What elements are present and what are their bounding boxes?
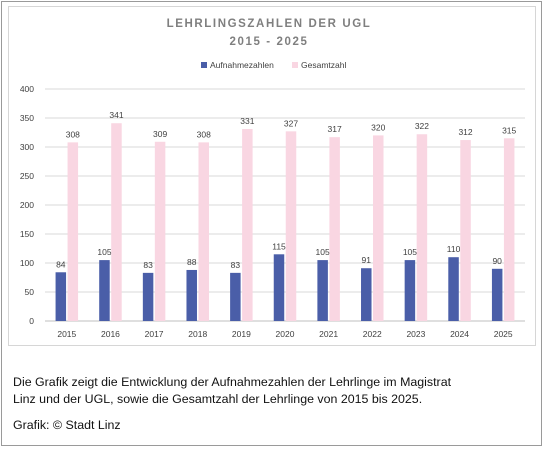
data-label-gesamtzahl-2025: 315 <box>502 125 516 135</box>
data-label-gesamtzahl-2024: 312 <box>458 127 472 137</box>
caption-line-2: Linz und der UGL, sowie die Gesamtzahl d… <box>13 392 423 406</box>
legend-label-1: Aufnahmezahlen <box>210 60 274 70</box>
bar-aufnahmezahlen-2018 <box>186 269 197 321</box>
bar-gesamtzahl-2024 <box>460 140 471 321</box>
bar-gesamtzahl-2020 <box>285 131 297 321</box>
legend-label-2: Gesamtzahl <box>301 60 346 70</box>
y-tick-label-50: 50 <box>25 287 35 297</box>
bar-gesamtzahl-2017 <box>154 141 166 321</box>
bar-aufnahmezahlen-2022 <box>361 268 372 321</box>
data-label-aufnahmezahlen-2021: 105 <box>316 247 330 257</box>
y-tick-label-100: 100 <box>20 258 34 268</box>
data-label-aufnahmezahlen-2022: 91 <box>362 255 372 265</box>
x-tick-label-2024: 2024 <box>450 329 469 339</box>
data-label-aufnahmezahlen-2019: 83 <box>231 260 241 270</box>
x-tick-label-2019: 2019 <box>232 329 251 339</box>
data-label-aufnahmezahlen-2025: 90 <box>492 256 502 266</box>
y-tick-label-0: 0 <box>29 316 34 326</box>
bar-gesamtzahl-2019 <box>242 129 253 321</box>
x-tick-label-2022: 2022 <box>363 329 382 339</box>
y-tick-label-200: 200 <box>20 200 34 210</box>
bar-aufnahmezahlen-2021 <box>317 260 328 321</box>
y-tick-label-250: 250 <box>20 171 34 181</box>
data-label-gesamtzahl-2022: 320 <box>371 122 385 132</box>
lehrlingszahlen-chart: LEHRLINGSZAHLEN DER UGL 2015 - 2025 Aufnah… <box>20 18 525 339</box>
data-label-aufnahmezahlen-2016: 105 <box>97 247 111 257</box>
x-tick-label-2018: 2018 <box>188 329 207 339</box>
data-label-gesamtzahl-2023: 322 <box>415 121 429 131</box>
x-tick-label-2015: 2015 <box>57 329 76 339</box>
bar-aufnahmezahlen-2020 <box>273 254 285 321</box>
x-tick-label-2016: 2016 <box>101 329 120 339</box>
data-label-aufnahmezahlen-2018: 88 <box>187 257 197 267</box>
y-tick-label-300: 300 <box>20 142 34 152</box>
x-tick-label-2023: 2023 <box>406 329 425 339</box>
x-tick-label-2020: 2020 <box>276 329 295 339</box>
y-tick-label-350: 350 <box>20 113 34 123</box>
bar-aufnahmezahlen-2017 <box>142 272 154 321</box>
data-label-aufnahmezahlen-2017: 83 <box>143 260 153 270</box>
data-label-aufnahmezahlen-2024: 110 <box>447 244 461 254</box>
x-tick-label-2025: 2025 <box>494 329 513 339</box>
bar-aufnahmezahlen-2025 <box>491 268 503 321</box>
chart-area: LEHRLINGSZAHLEN DER UGL 2015 - 2025 Aufnah… <box>8 6 536 346</box>
bar-gesamtzahl-2023 <box>416 134 428 321</box>
chart-subtitle: 2015 - 2025 <box>230 36 309 48</box>
data-label-gesamtzahl-2017: 309 <box>153 129 167 139</box>
bar-gesamtzahl-2022 <box>373 135 384 321</box>
bar-gesamtzahl-2015 <box>67 142 79 321</box>
bar-gesamtzahl-2025 <box>503 138 515 321</box>
figure-credit: Grafik: © Stadt Linz <box>13 418 121 432</box>
bar-aufnahmezahlen-2016 <box>99 260 110 321</box>
x-tick-label-2017: 2017 <box>145 329 164 339</box>
figure-caption: Die Grafik zeigt die Entwicklung der Auf… <box>13 374 483 408</box>
bar-aufnahmezahlen-2019 <box>230 272 241 321</box>
legend-swatch-1 <box>201 62 207 68</box>
y-tick-label-150: 150 <box>20 229 34 239</box>
caption-line-1: Die Grafik zeigt die Entwicklung der Auf… <box>13 375 452 389</box>
bar-aufnahmezahlen-2015 <box>55 272 67 321</box>
data-label-aufnahmezahlen-2015: 84 <box>56 259 66 269</box>
data-label-gesamtzahl-2015: 308 <box>66 129 80 139</box>
data-label-gesamtzahl-2018: 308 <box>197 129 211 139</box>
x-tick-label-2021: 2021 <box>319 329 338 339</box>
bar-gesamtzahl-2018 <box>198 142 209 321</box>
bar-gesamtzahl-2016 <box>111 123 122 321</box>
bar-aufnahmezahlen-2024 <box>448 257 459 321</box>
y-tick-label-400: 400 <box>20 84 34 94</box>
bar-aufnahmezahlen-2023 <box>404 260 416 321</box>
data-label-aufnahmezahlen-2023: 105 <box>403 247 417 257</box>
data-label-gesamtzahl-2021: 317 <box>328 124 342 134</box>
data-label-gesamtzahl-2019: 331 <box>240 116 254 126</box>
data-label-gesamtzahl-2016: 341 <box>109 110 123 120</box>
chart-title: LEHRLINGSZAHLEN DER UGL <box>167 18 372 30</box>
legend-swatch-2 <box>292 62 298 68</box>
bar-gesamtzahl-2021 <box>329 137 340 321</box>
data-label-gesamtzahl-2020: 327 <box>284 118 298 128</box>
data-label-aufnahmezahlen-2020: 115 <box>272 241 286 251</box>
